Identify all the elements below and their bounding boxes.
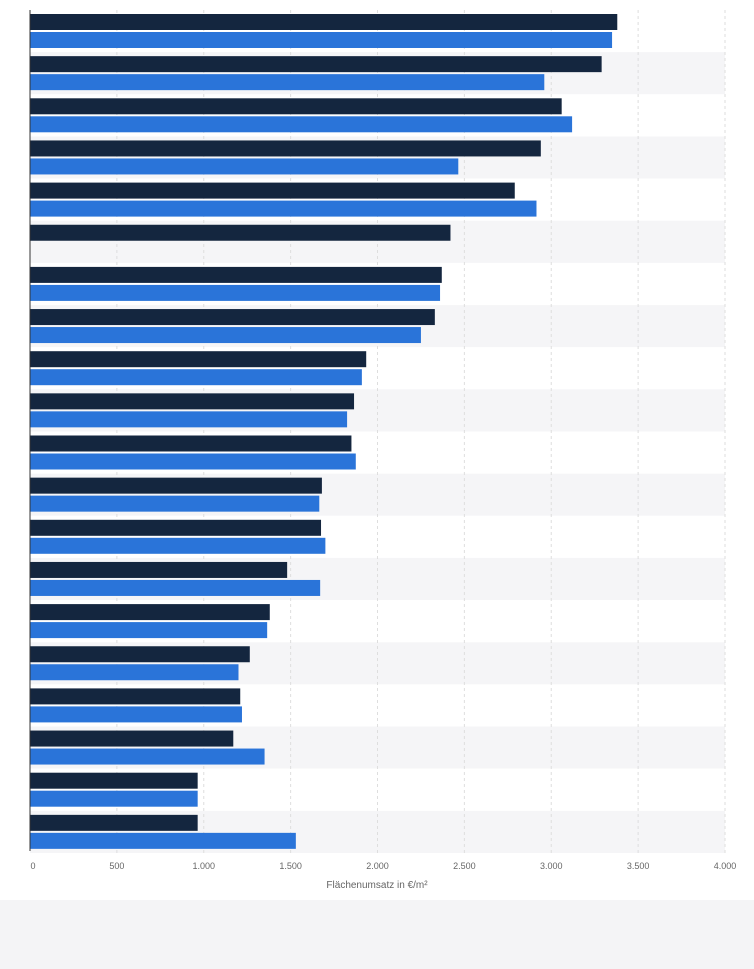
x-tick-label: 1.000 — [192, 861, 215, 871]
bar-series-2 — [30, 495, 320, 512]
bar-series-2 — [30, 622, 268, 639]
x-tick-label: 500 — [109, 861, 124, 871]
bar-series-1 — [30, 688, 241, 705]
bar-series-1 — [30, 140, 541, 157]
bar-series-2 — [30, 74, 545, 91]
bar-series-2 — [30, 284, 441, 301]
bar-series-1 — [30, 561, 288, 578]
bar-series-2 — [30, 748, 265, 765]
bar-series-1 — [30, 477, 322, 494]
bar-series-1 — [30, 393, 355, 410]
bar-chart: 0 500 1.000 1.500 2.000 2.500 3.000 3.500 4.000 … — [29, 10, 736, 891]
bar-series-2 — [30, 411, 348, 428]
bar-series-2 — [30, 537, 326, 554]
bar-series-2 — [30, 116, 573, 133]
bar-series-1 — [30, 14, 618, 30]
bar-series-1 — [30, 224, 451, 241]
bar-series-1 — [30, 772, 198, 789]
bars — [30, 14, 618, 849]
bar-series-1 — [30, 351, 367, 368]
x-tick-label: 1.500 — [279, 861, 302, 871]
x-tick-label: 2.500 — [453, 861, 476, 871]
bar-series-1 — [30, 730, 234, 747]
bar-series-2 — [30, 832, 296, 849]
bar-series-1 — [30, 182, 515, 199]
x-tick-label: 3.000 — [540, 861, 563, 871]
x-tick-label: 4.000 — [714, 861, 737, 871]
bar-series-2 — [30, 706, 242, 723]
bar-series-1 — [30, 309, 435, 326]
bar-series-2 — [30, 790, 198, 807]
chart-area: 0 500 1.000 1.500 2.000 2.500 3.000 3.500 4.000 … — [0, 0, 754, 900]
bar-series-1 — [30, 604, 270, 621]
bar-series-1 — [30, 266, 442, 283]
bar-series-1 — [30, 646, 250, 663]
bar-series-2 — [30, 200, 537, 217]
bar-series-1 — [30, 435, 352, 452]
x-tick-label: 3.500 — [627, 861, 650, 871]
bar-series-1 — [30, 519, 322, 536]
x-axis-title: Flächenumsatz in €/m² — [326, 880, 428, 891]
bar-series-1 — [30, 98, 562, 115]
bar-series-2 — [30, 453, 356, 470]
x-tick-label: 2.000 — [366, 861, 389, 871]
bar-series-2 — [30, 327, 421, 344]
bar-series-2 — [30, 158, 459, 175]
x-tick-label: 0 — [30, 861, 35, 871]
bar-series-1 — [30, 56, 602, 73]
bar-series-2 — [30, 369, 362, 386]
bar-series-2 — [30, 579, 321, 596]
bar-series-2 — [30, 32, 613, 48]
bar-series-2 — [30, 664, 239, 681]
bar-series-1 — [30, 814, 198, 831]
x-tick-labels: 0 500 1.000 1.500 2.000 2.500 3.000 3.500 4.000 — [30, 861, 736, 871]
